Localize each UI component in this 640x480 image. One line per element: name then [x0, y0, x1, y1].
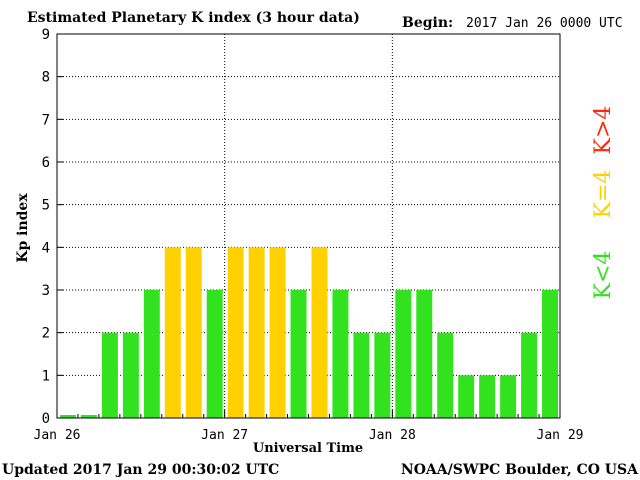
kp-bar: [206, 290, 223, 418]
chart-title: Estimated Planetary K index (3 hour data…: [27, 10, 360, 26]
kp-bar: [248, 247, 265, 418]
y-tick-label: 2: [42, 326, 50, 342]
x-tick-label: Jan 26: [34, 428, 81, 443]
x-tick-label: Jan 28: [369, 428, 416, 443]
y-tick-label: 4: [42, 240, 50, 256]
kp-bar: [143, 290, 160, 418]
kp-bar: [101, 332, 118, 418]
y-tick-label: 1: [42, 368, 50, 384]
updated-timestamp: Updated 2017 Jan 29 00:30:02 UTC: [2, 462, 279, 478]
y-tick-label: 6: [42, 155, 50, 171]
kp-bar: [164, 247, 181, 418]
kp-bar: [542, 290, 558, 418]
kp-bar: [80, 415, 97, 418]
kp-bar: [311, 247, 328, 418]
y-axis-label: Kp index: [15, 193, 31, 263]
kp-bar: [374, 332, 391, 418]
kp-bar: [395, 290, 412, 418]
kp-bar: [269, 247, 286, 418]
axes: 0 1 2 3 4 5 6 7 8 9 Jan 26 Jan 27 Jan 28 Jan 29: [34, 27, 584, 443]
kp-bar: [332, 290, 349, 418]
kp-bar: [353, 332, 370, 418]
kp-bar: [227, 247, 244, 418]
y-tick-label: 0: [42, 411, 50, 427]
kp-bar: [458, 375, 475, 418]
kp-bar: [185, 247, 202, 418]
kp-bar: [290, 290, 307, 418]
legend-label: K<4: [591, 251, 616, 300]
y-tick-label: 3: [42, 283, 50, 299]
y-tick-label: 8: [42, 70, 50, 86]
begin-value: 2017 Jan 26 0000 UTC: [466, 16, 623, 31]
kp-bar: [60, 415, 76, 418]
y-tick-label: 5: [42, 198, 50, 214]
kp-bar: [500, 375, 517, 418]
y-tick-label: 9: [42, 27, 50, 43]
kp-bar: [122, 332, 139, 418]
legend-label: K>4: [591, 106, 616, 155]
grid-lines: [57, 33, 560, 418]
x-tick-label: Jan 27: [201, 428, 248, 443]
x-tick-label: Jan 29: [537, 428, 584, 443]
x-axis-label: Universal Time: [253, 441, 363, 456]
y-tick-label: 7: [42, 112, 50, 128]
kp-bar: [479, 375, 496, 418]
kp-bar: [416, 290, 433, 418]
kp-bar: [437, 332, 454, 418]
threshold-legend: K<4 K=4 K>4: [591, 106, 616, 300]
legend-label: K=4: [591, 170, 616, 219]
kp-bar: [521, 332, 538, 418]
begin-label: Begin:: [402, 15, 453, 31]
source-credit: NOAA/SWPC Boulder, CO USA: [401, 462, 639, 478]
bars: [60, 247, 558, 418]
